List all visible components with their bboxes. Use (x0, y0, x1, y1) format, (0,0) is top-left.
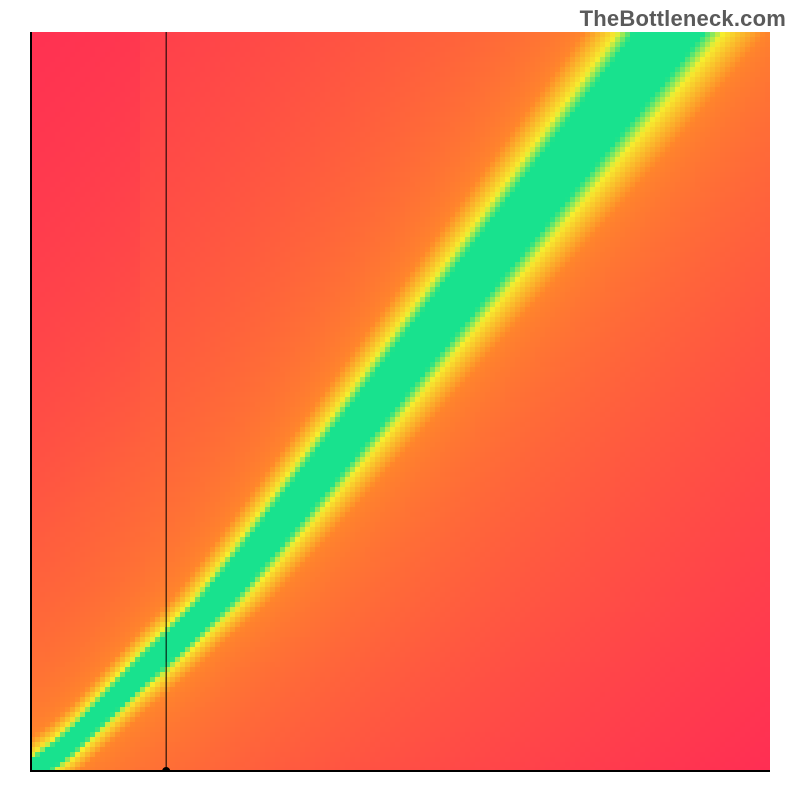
heatmap-canvas (30, 32, 770, 772)
heatmap-plot (30, 32, 770, 772)
watermark-text: TheBottleneck.com (580, 6, 786, 32)
